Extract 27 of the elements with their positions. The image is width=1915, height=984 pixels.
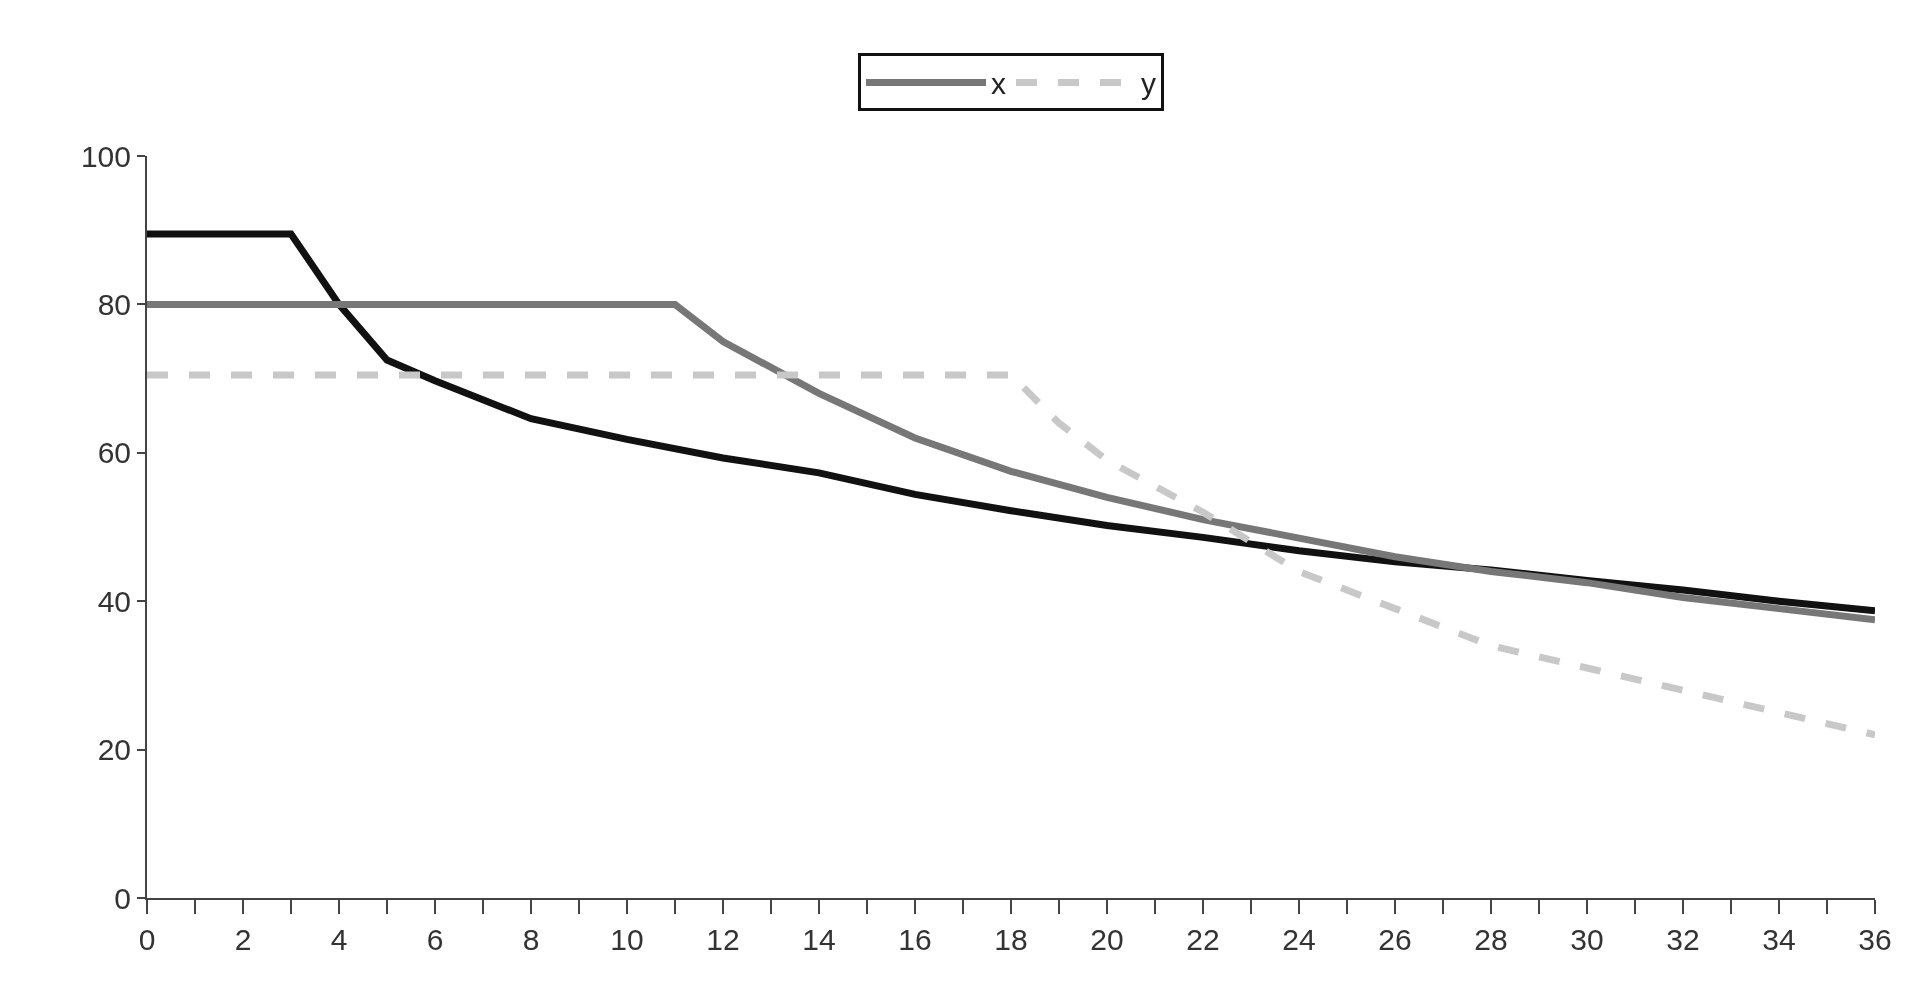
- x-tick-label: 6: [426, 923, 444, 956]
- x-tick-label: 28: [1474, 923, 1508, 956]
- y-tick-label: 40: [97, 584, 131, 618]
- y-tick-label: 100: [80, 139, 131, 173]
- x-tick-label: 4: [330, 923, 348, 956]
- y-tick-label: 80: [97, 287, 131, 321]
- y-tick-label: 60: [97, 436, 131, 470]
- x-tick-label: 2: [234, 923, 252, 956]
- y-tick-label: 0: [114, 881, 131, 915]
- x-tick-label: 8: [522, 923, 540, 956]
- x-tick-label: 16: [898, 923, 932, 956]
- x-tick-label: 10: [610, 923, 644, 956]
- x-tick-label: 32: [1666, 923, 1700, 956]
- y-tick-label: 20: [97, 733, 131, 767]
- x-tick-label: 36: [1858, 923, 1892, 956]
- x-tick-label: 18: [994, 923, 1028, 956]
- legend-label: y: [1141, 67, 1156, 101]
- x-tick-label: 24: [1282, 923, 1316, 956]
- legend-label: x: [991, 67, 1006, 101]
- x-tick-label: 14: [802, 923, 836, 956]
- x-tick-label: 0: [138, 923, 156, 956]
- x-tick-label: 20: [1090, 923, 1124, 956]
- x-tick-label: 12: [706, 923, 740, 956]
- x-tick-label: 26: [1378, 923, 1412, 956]
- x-tick-label: 30: [1570, 923, 1604, 956]
- x-tick-label: 22: [1186, 923, 1220, 956]
- x-tick-label: 34: [1762, 923, 1796, 956]
